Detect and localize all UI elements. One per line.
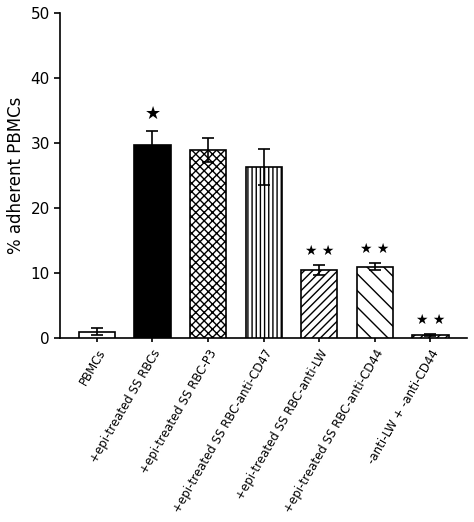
Text: ★: ★ <box>145 105 161 123</box>
Bar <box>190 150 226 338</box>
Text: ★ ★: ★ ★ <box>360 242 390 256</box>
Bar <box>301 270 337 338</box>
Bar <box>135 145 171 338</box>
Bar <box>79 331 115 338</box>
Bar <box>412 335 448 338</box>
Text: ★ ★: ★ ★ <box>305 244 334 258</box>
Y-axis label: % adherent PBMCs: % adherent PBMCs <box>7 97 25 254</box>
Bar <box>246 167 282 338</box>
Bar <box>357 267 393 338</box>
Text: ★ ★: ★ ★ <box>416 313 445 327</box>
